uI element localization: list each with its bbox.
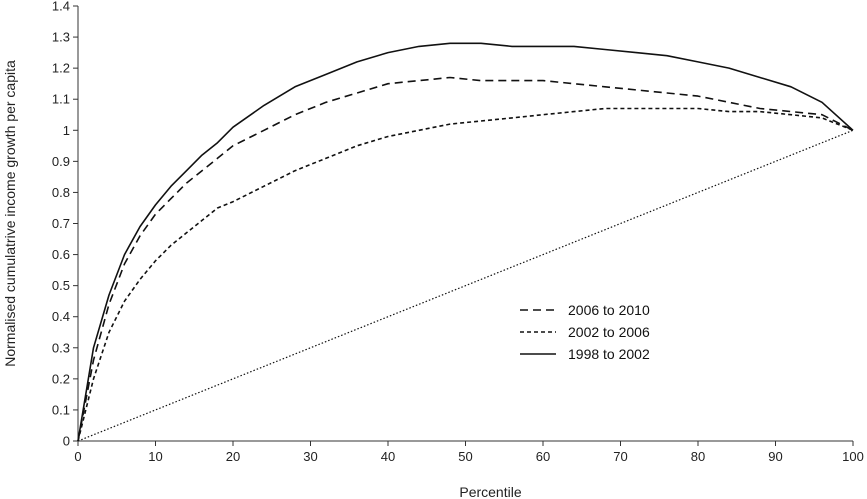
- x-tick-label: 100: [842, 449, 864, 464]
- x-tick-label: 80: [691, 449, 705, 464]
- y-tick-label: 0.4: [52, 309, 70, 324]
- y-tick-label: 1.1: [52, 92, 70, 107]
- y-axis-title: Normalised cumulatrive income growth per…: [2, 60, 18, 367]
- x-tick-label: 0: [74, 449, 81, 464]
- y-tick-label: 1.3: [52, 30, 70, 45]
- y-tick-label: 0.1: [52, 402, 70, 417]
- x-tick-label: 40: [381, 449, 395, 464]
- legend-label: 1998 to 2002: [568, 346, 650, 362]
- reference-diagonal-line: [77, 129, 854, 442]
- x-tick-label: 30: [303, 449, 317, 464]
- y-tick-label: 0.9: [52, 154, 70, 169]
- y-tick-label: 1: [63, 123, 70, 138]
- x-tick-label: 60: [536, 449, 550, 464]
- legend-label: 2002 to 2006: [568, 324, 650, 340]
- y-tick-label: 0.2: [52, 371, 70, 386]
- y-tick-label: 0.6: [52, 247, 70, 262]
- series-layer: [77, 42, 854, 442]
- y-tick-label: 0.7: [52, 216, 70, 231]
- series-line-1998-to-2002: [77, 42, 854, 442]
- series-line-2002-to-2006: [77, 107, 854, 442]
- y-tick-label: 0.8: [52, 185, 70, 200]
- legend-label: 2006 to 2010: [568, 302, 650, 318]
- series-line-2006-to-2010: [77, 76, 854, 442]
- x-tick-label: 20: [226, 449, 240, 464]
- legend: 2006 to 2010 2002 to 2006 1998 to 2002: [520, 302, 650, 362]
- x-tick-label: 70: [613, 449, 627, 464]
- x-tick-label: 90: [768, 449, 782, 464]
- y-tick-label: 0.3: [52, 340, 70, 355]
- x-tick-label: 10: [148, 449, 162, 464]
- y-tick-label: 0.5: [52, 278, 70, 293]
- y-tick-label: 1.2: [52, 61, 70, 76]
- x-axis-title: Percentile: [459, 484, 521, 499]
- axes: 0 0.1 0.2 0.3 0.4 0.5 0.6 0.7 0.8 0.9 1 1.1 1.2 1.3 1.…: [52, 0, 864, 464]
- y-tick-label: 1.4: [52, 0, 70, 14]
- y-tick-label: 0: [63, 434, 70, 449]
- x-tick-label: 50: [458, 449, 472, 464]
